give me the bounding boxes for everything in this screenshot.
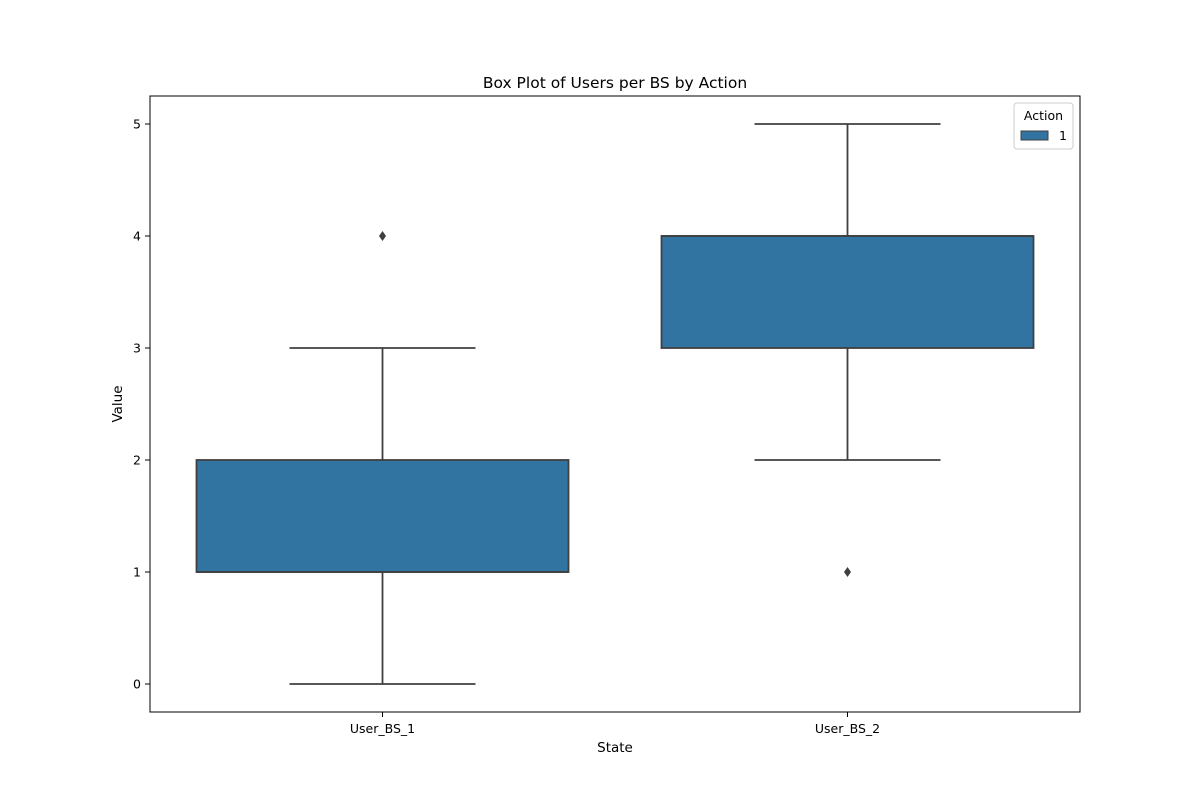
legend-entry-label: 1 — [1059, 128, 1067, 143]
x-tick-label: User_BS_2 — [815, 721, 880, 736]
plot-area: 0 1 2 3 4 5 User_BS_1 User_BS_2 Action 1 — [133, 95, 1081, 736]
y-tick-label: 2 — [133, 453, 141, 468]
x-axis-label: State — [597, 740, 633, 756]
y-tick-label: 0 — [133, 677, 141, 692]
legend-swatch — [1020, 130, 1049, 141]
y-tick-label: 4 — [133, 229, 141, 244]
y-tick-label: 1 — [133, 565, 141, 580]
plot-frame — [149, 95, 1081, 713]
outlier-marker — [379, 231, 386, 241]
legend-title: Action — [1024, 108, 1063, 123]
chart-title: Box Plot of Users per BS by Action — [483, 74, 747, 92]
y-axis-label: Value — [110, 385, 126, 422]
y-tick-label: 5 — [133, 117, 141, 132]
box-iqr — [660, 235, 1035, 349]
box-iqr — [195, 459, 570, 573]
outlier-marker — [844, 567, 851, 577]
x-tick-label: User_BS_1 — [350, 721, 415, 736]
y-tick-label: 3 — [133, 341, 141, 356]
